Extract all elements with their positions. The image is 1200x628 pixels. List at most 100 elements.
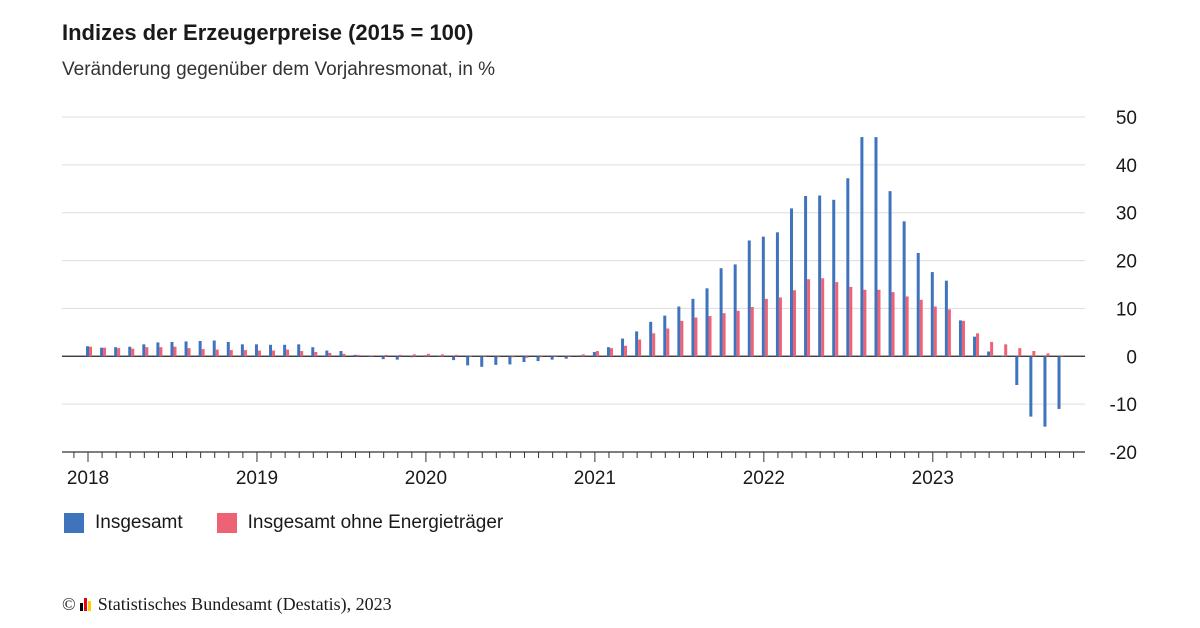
bar-insgesamt-2020-05: [480, 356, 484, 367]
y-tick-label: -10: [1110, 395, 1137, 416]
legend-item-ohne-energietraeger[interactable]: Insgesamt ohne Energieträger: [216, 512, 504, 534]
bar-ohne-energie-2018-05: [145, 347, 149, 357]
y-axis-labels: 50 40 30 20 10 0 -10 -20: [1110, 108, 1137, 464]
bar-insgesamt-2019-11: [395, 356, 399, 360]
bar-ohne-energie-2019-05: [314, 351, 318, 357]
bar-insgesamt-2019-04: [297, 344, 301, 357]
bar-insgesamt-2021-11: [733, 264, 737, 357]
bar-insgesamt-2020-08: [522, 356, 526, 363]
bar-ohne-energie-2022-12: [919, 299, 923, 357]
bar-insgesamt-2019-07: [339, 351, 343, 357]
bar-insgesamt-2020-12: [578, 355, 582, 357]
bar-insgesamt-2023-02: [944, 280, 948, 357]
bar-ohne-energie-2018-04: [131, 348, 135, 357]
bar-ohne-energie-2020-07: [511, 356, 515, 358]
bar-insgesamt-2021-10: [719, 268, 723, 357]
legend-swatch-red: [216, 513, 237, 533]
bar-ohne-energie-2022-05: [821, 278, 825, 357]
bar-insgesamt-2022-05: [818, 195, 822, 357]
bar-insgesamt-2022-03: [790, 208, 793, 357]
bar-insgesamt-2021-01: [592, 351, 596, 357]
bar-ohne-energie-2023-07: [1018, 348, 1022, 357]
legend-swatch-blue: [64, 513, 84, 533]
x-tick-label: 2019: [236, 468, 278, 489]
bar-ohne-energie-2020-05: [483, 356, 487, 357]
y-tick-label: 20: [1116, 252, 1137, 273]
bar-ohne-energie-2019-02: [272, 350, 276, 357]
chart-title: Indizes der Erzeugerpreise (2015 = 100): [62, 20, 474, 45]
bar-ohne-energie-2018-08: [187, 348, 191, 357]
bar-ohne-energie-2018-01: [89, 346, 92, 357]
bar-insgesamt-2018-01: [86, 346, 89, 357]
x-tick-label: 2020: [405, 468, 447, 489]
bar-ohne-energie-2018-10: [215, 349, 219, 357]
bar-ohne-energie-2021-04: [638, 339, 642, 357]
bar-insgesamt-2019-02: [269, 344, 273, 357]
bar-insgesamt-2021-05: [649, 321, 653, 357]
bar-ohne-energie-2020-10: [553, 356, 557, 357]
bar-marks: [86, 137, 1064, 427]
bar-ohne-energie-2020-03: [455, 354, 459, 357]
bar-insgesamt-2018-10: [212, 340, 216, 357]
bar-ohne-energie-2018-11: [229, 350, 233, 357]
bar-insgesamt-2021-06: [663, 315, 667, 357]
bar-ohne-energie-2022-04: [807, 279, 811, 357]
bar-ohne-energie-2018-12: [243, 350, 247, 357]
bar-ohne-energie-2023-09: [1046, 353, 1050, 357]
x-tick-label: 2018: [67, 468, 109, 489]
bar-insgesamt-2021-09: [705, 288, 709, 357]
legend: Insgesamt Insgesamt ohne Energieträger: [64, 512, 537, 534]
y-tick-label: 40: [1116, 156, 1137, 177]
bar-ohne-energie-2019-09: [370, 355, 374, 357]
bar-ohne-energie-2022-07: [849, 286, 853, 357]
bar-ohne-energie-2021-07: [680, 320, 684, 357]
bar-ohne-energie-2022-03: [793, 290, 796, 357]
bar-insgesamt-2020-11: [564, 356, 568, 359]
bar-ohne-energie-2022-10: [891, 292, 895, 357]
bar-ohne-energie-2021-08: [694, 317, 698, 357]
bar-insgesamt-2021-02: [606, 347, 610, 357]
bar-ohne-energie-2018-07: [173, 346, 177, 357]
copyright-symbol: ©: [62, 594, 76, 614]
bar-insgesamt-2023-10: [1057, 356, 1061, 409]
destatis-logo-icon: [79, 598, 92, 611]
y-tick-label: 50: [1116, 108, 1137, 129]
y-tick-label: 0: [1126, 347, 1137, 368]
bar-insgesamt-2022-04: [804, 195, 808, 357]
bar-ohne-energie-2021-05: [652, 333, 656, 357]
bar-insgesamt-2019-01: [254, 344, 258, 357]
bar-insgesamt-2019-03: [283, 344, 287, 357]
bar-insgesamt-2018-06: [156, 342, 160, 357]
x-axis: 2018 2019 2020 2021 2022 2023: [62, 451, 1085, 489]
bar-insgesamt-2023-03: [958, 320, 962, 357]
bar-insgesamt-2021-12: [747, 240, 751, 357]
bar-insgesamt-2020-04: [466, 356, 470, 366]
bar-ohne-energie-2022-08: [863, 289, 867, 357]
bar-ohne-energie-2019-01: [257, 350, 261, 357]
bar-ohne-energie-2023-01: [933, 306, 937, 357]
bar-insgesamt-2022-01: [761, 236, 765, 357]
bar-insgesamt-2020-07: [508, 356, 512, 365]
bar-insgesamt-2020-02: [438, 356, 441, 357]
bar-insgesamt-2021-08: [691, 298, 695, 357]
bar-insgesamt-2020-10: [550, 356, 554, 360]
bar-ohne-energie-2020-02: [441, 354, 444, 357]
bar-ohne-energie-2023-06: [1004, 344, 1008, 357]
bar-insgesamt-2018-05: [142, 344, 146, 357]
bar-insgesamt-2022-02: [775, 232, 779, 357]
bar-insgesamt-2022-08: [860, 137, 864, 357]
y-tick-label: 10: [1116, 299, 1137, 320]
y-tick-label: 30: [1116, 204, 1137, 225]
bar-ohne-energie-2022-09: [877, 289, 881, 357]
bar-insgesamt-2023-09: [1043, 356, 1047, 427]
bar-ohne-energie-2020-12: [581, 354, 585, 357]
bar-ohne-energie-2019-04: [300, 351, 304, 357]
bar-ohne-energie-2023-02: [947, 309, 951, 357]
bar-insgesamt-2023-01: [930, 272, 934, 357]
legend-label: Insgesamt ohne Energieträger: [247, 512, 504, 533]
bar-ohne-energie-2021-06: [666, 328, 670, 357]
bar-insgesamt-2020-09: [536, 356, 540, 362]
bar-ohne-energie-2021-11: [736, 310, 740, 357]
bar-ohne-energie-2018-09: [201, 349, 205, 357]
legend-item-insgesamt[interactable]: Insgesamt: [64, 512, 183, 534]
